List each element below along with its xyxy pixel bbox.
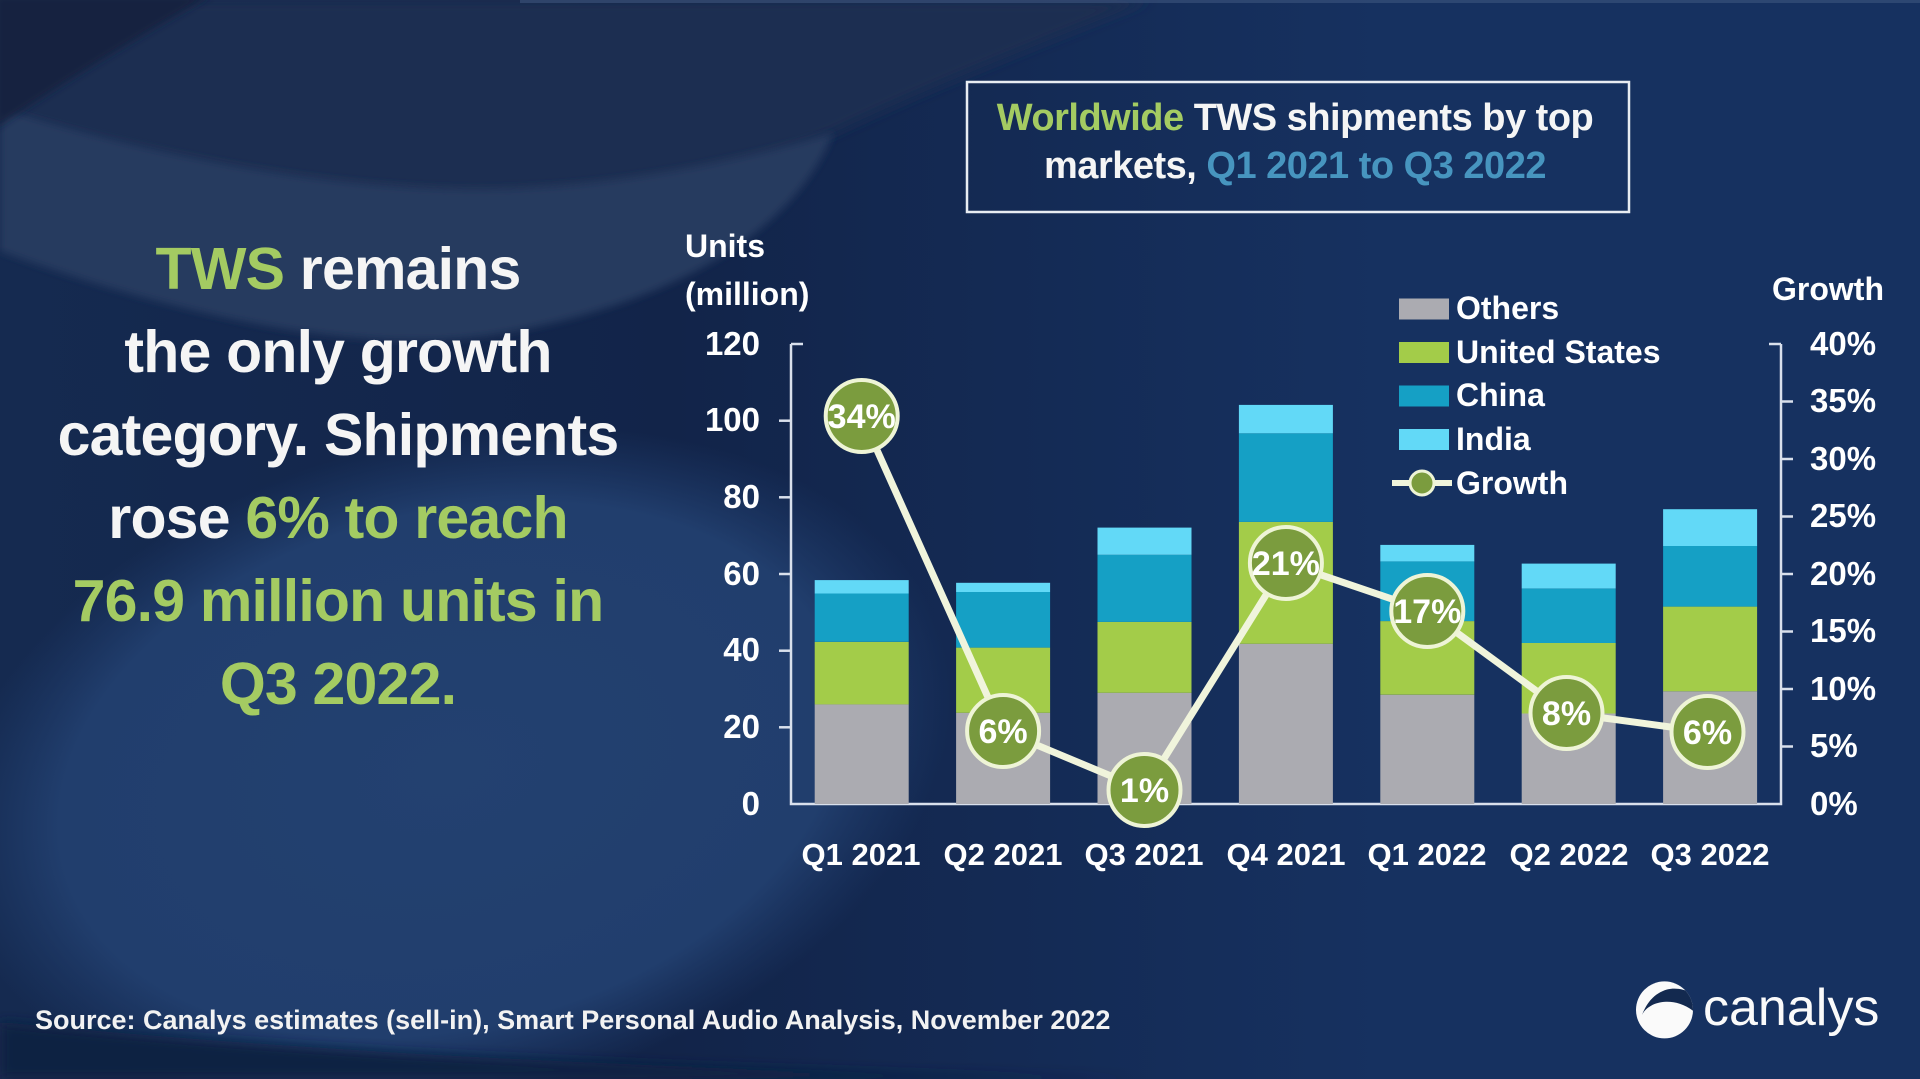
svg-text:Q1 2022: Q1 2022 bbox=[1368, 837, 1487, 872]
svg-text:Q4 2021: Q4 2021 bbox=[1227, 837, 1346, 872]
svg-text:0: 0 bbox=[742, 785, 760, 822]
svg-text:Q2 2022: Q2 2022 bbox=[1510, 837, 1629, 872]
svg-text:Q2 2021: Q2 2021 bbox=[944, 837, 1063, 872]
svg-text:Source: Canalys estimates (sel: Source: Canalys estimates (sell-in), Sma… bbox=[35, 1005, 1110, 1035]
svg-text:rose 6% to reach: rose 6% to reach bbox=[108, 485, 567, 551]
svg-text:40%: 40% bbox=[1810, 325, 1876, 362]
svg-text:25%: 25% bbox=[1810, 497, 1876, 534]
svg-text:(million): (million) bbox=[685, 276, 809, 312]
svg-text:120: 120 bbox=[705, 325, 760, 362]
svg-text:Units: Units bbox=[685, 228, 765, 264]
svg-text:canalys: canalys bbox=[1703, 979, 1879, 1037]
svg-text:100: 100 bbox=[705, 401, 760, 438]
svg-text:6%: 6% bbox=[979, 713, 1028, 751]
svg-text:17%: 17% bbox=[1393, 593, 1461, 631]
svg-text:China: China bbox=[1456, 377, 1545, 413]
svg-text:Q1 2021: Q1 2021 bbox=[802, 837, 921, 872]
svg-text:40: 40 bbox=[723, 631, 760, 668]
svg-text:8%: 8% bbox=[1542, 695, 1591, 733]
svg-text:5%: 5% bbox=[1810, 727, 1858, 764]
svg-text:60: 60 bbox=[723, 555, 760, 592]
svg-text:20: 20 bbox=[723, 708, 760, 745]
svg-text:Worldwide TWS shipments by top: Worldwide TWS shipments by top bbox=[997, 97, 1594, 139]
svg-text:United States: United States bbox=[1456, 334, 1660, 370]
svg-text:35%: 35% bbox=[1810, 382, 1876, 419]
svg-text:34%: 34% bbox=[828, 398, 896, 436]
svg-text:80: 80 bbox=[723, 478, 760, 515]
svg-text:10%: 10% bbox=[1810, 670, 1876, 707]
svg-text:Q3 2022.: Q3 2022. bbox=[220, 651, 456, 717]
svg-text:Q3 2022: Q3 2022 bbox=[1651, 837, 1770, 872]
svg-text:0%: 0% bbox=[1810, 785, 1858, 822]
svg-text:1%: 1% bbox=[1120, 772, 1169, 810]
svg-text:20%: 20% bbox=[1810, 555, 1876, 592]
svg-text:Growth: Growth bbox=[1772, 271, 1884, 307]
svg-text:Others: Others bbox=[1456, 290, 1559, 326]
svg-text:Growth: Growth bbox=[1456, 465, 1568, 501]
svg-text:Q3 2021: Q3 2021 bbox=[1085, 837, 1204, 872]
svg-text:76.9 million units in: 76.9 million units in bbox=[73, 568, 604, 634]
svg-text:15%: 15% bbox=[1810, 612, 1876, 649]
svg-text:markets, Q1 2021 to Q3 2022: markets, Q1 2021 to Q3 2022 bbox=[1044, 145, 1546, 187]
svg-text:TWS remains: TWS remains bbox=[156, 236, 521, 302]
svg-text:30%: 30% bbox=[1810, 440, 1876, 477]
svg-text:21%: 21% bbox=[1252, 545, 1320, 583]
svg-text:the only growth: the only growth bbox=[124, 319, 551, 385]
svg-text:category. Shipments: category. Shipments bbox=[58, 402, 619, 468]
svg-text:India: India bbox=[1456, 421, 1531, 457]
svg-text:6%: 6% bbox=[1683, 714, 1732, 752]
